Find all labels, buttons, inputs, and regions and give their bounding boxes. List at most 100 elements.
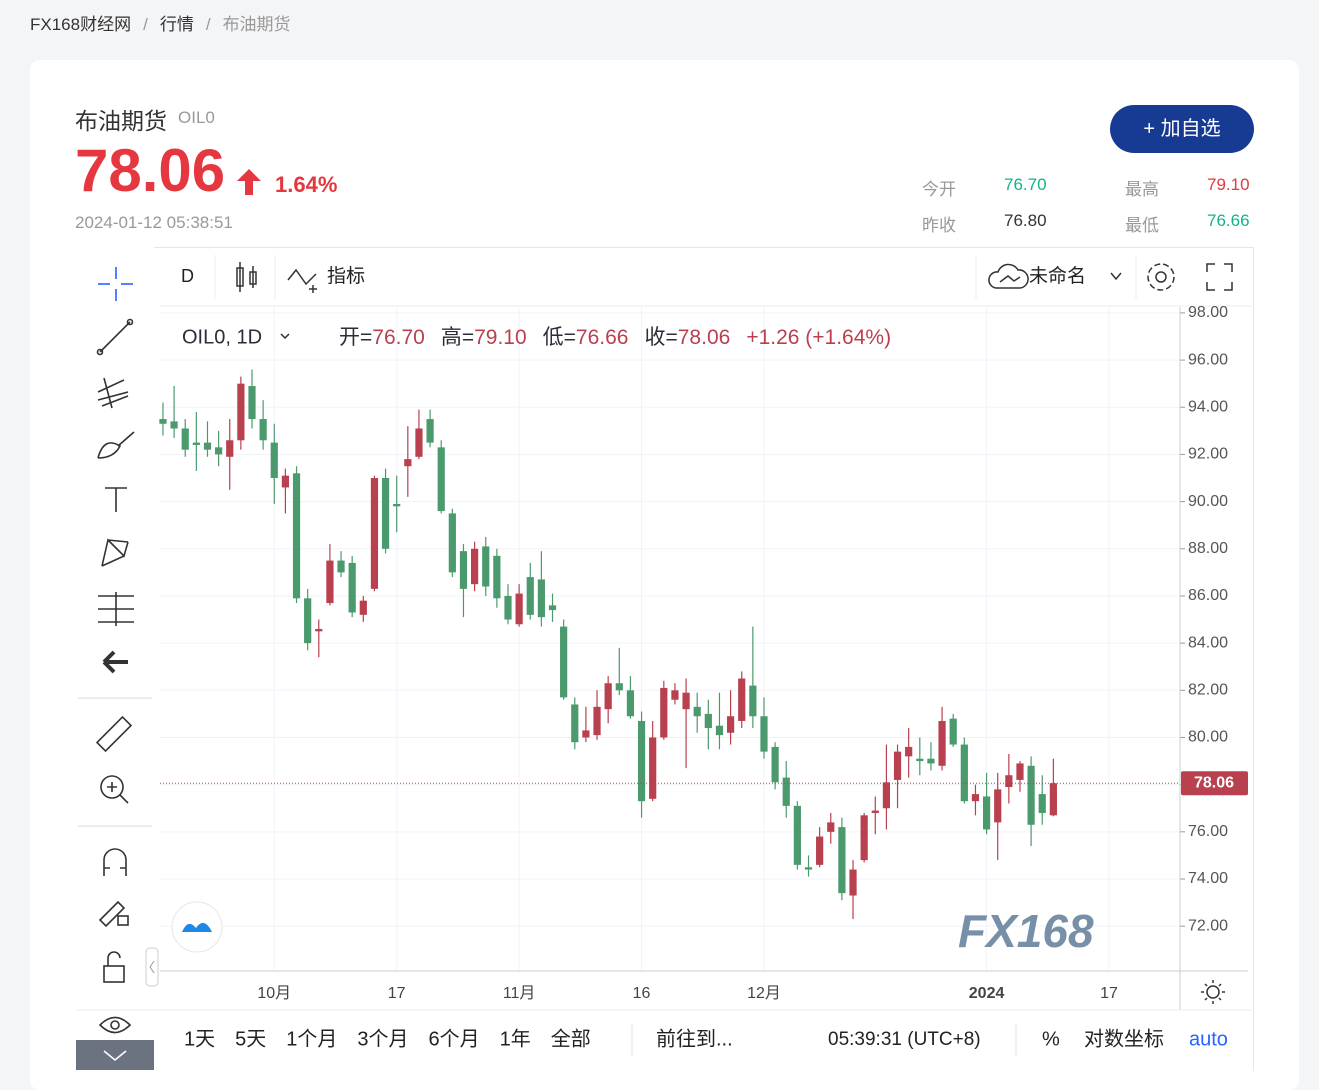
candle-body — [960, 744, 968, 802]
legend-value: 78.06 — [678, 326, 731, 349]
clock[interactable]: 05:39:31 (UTC+8) — [828, 1029, 981, 1050]
y-tick-label: 98.00 — [1188, 304, 1228, 321]
y-tick-label: 74.00 — [1188, 870, 1228, 887]
legend-label: 低= — [543, 326, 576, 349]
candle-body — [504, 595, 512, 620]
candle-body — [649, 737, 657, 799]
candle-body — [560, 626, 568, 698]
legend-label: 开= — [339, 326, 372, 349]
up-arrow — [237, 169, 261, 195]
candle-body — [437, 447, 445, 512]
stat-label: 昨收 — [922, 216, 956, 235]
legend-label: 收= — [644, 326, 677, 349]
crumb-link[interactable]: FX168财经网 — [30, 15, 132, 34]
candle-body — [971, 794, 980, 802]
candle-body — [738, 678, 746, 721]
candle-body — [782, 777, 790, 806]
stat-label: 最低 — [1125, 216, 1159, 235]
legend-change: +1.26 (+1.64%) — [746, 326, 891, 349]
candle-body — [938, 720, 946, 766]
x-tick-label: 11月 — [503, 985, 536, 1002]
candle-body — [359, 600, 367, 615]
legend-label: 高= — [441, 326, 474, 349]
candle-body — [816, 836, 824, 865]
logo-mark — [182, 922, 212, 932]
percent-toggle[interactable]: % — [1042, 1028, 1060, 1050]
x-tick-label: 10月 — [257, 985, 291, 1002]
candle-body — [871, 810, 879, 813]
range-button[interactable]: 6个月 — [429, 1027, 480, 1050]
candle-body — [849, 869, 857, 896]
range-button[interactable]: 5天 — [235, 1028, 266, 1050]
y-tick-label: 94.00 — [1188, 398, 1228, 415]
range-button[interactable]: 1天 — [184, 1028, 215, 1050]
y-tick-label: 84.00 — [1188, 634, 1228, 651]
range-button[interactable]: 1年 — [500, 1027, 531, 1050]
candle-body — [170, 421, 178, 429]
candle-body — [304, 598, 312, 644]
last-price-label: 78.06 — [1194, 774, 1234, 791]
candle-body — [292, 473, 301, 599]
candle-body — [482, 546, 490, 587]
candle-body — [838, 827, 846, 894]
candle-body — [471, 548, 479, 585]
candle-body — [749, 685, 757, 717]
candle-body — [704, 713, 712, 729]
crumb-link[interactable]: 行情 — [159, 15, 194, 34]
candle-body — [860, 815, 868, 861]
candle-body — [215, 447, 223, 455]
stat-label: 今开 — [922, 180, 956, 199]
range-button[interactable]: 3个月 — [357, 1027, 408, 1050]
y-tick-label: 80.00 — [1188, 729, 1228, 746]
candle-body — [159, 419, 167, 424]
candle-body — [515, 593, 523, 625]
goto-date[interactable]: 前往到... — [656, 1027, 733, 1050]
candle-body — [982, 796, 991, 830]
instrument-name: 布油期货 — [75, 108, 167, 134]
candle-body — [459, 551, 468, 589]
axis-settings[interactable] — [1201, 980, 1225, 1004]
candle-body — [571, 704, 579, 743]
y-tick-label: 76.00 — [1188, 823, 1228, 840]
candle-body — [259, 419, 267, 441]
candle-body — [270, 442, 278, 479]
candle-body — [1027, 765, 1035, 825]
candle-body — [994, 789, 1002, 823]
range-button[interactable]: 全部 — [551, 1027, 591, 1050]
candle-body — [448, 513, 456, 573]
candle-body — [237, 383, 245, 441]
stat-value: 79.10 — [1207, 175, 1250, 194]
candle-body — [248, 386, 256, 420]
top-toolbar — [160, 255, 1252, 307]
candle-body — [1005, 775, 1013, 788]
plot-area: 72.0074.0076.0078.0080.0082.0084.0086.00… — [159, 304, 1248, 1010]
indicators-button[interactable]: 指标 — [327, 265, 365, 287]
x-tick-label: 17 — [1100, 985, 1118, 1002]
legend-symbol[interactable]: OIL0, 1D — [182, 326, 262, 348]
add-watchlist-button[interactable]: + 加自选 — [1110, 105, 1254, 153]
candle-body — [326, 560, 334, 604]
drawing-tools — [76, 247, 159, 1070]
candle-body — [682, 692, 690, 710]
legend-value: 76.70 — [372, 326, 425, 349]
y-tick-label: 92.00 — [1188, 446, 1228, 463]
candle-body — [393, 503, 401, 507]
y-tick-label: 82.00 — [1188, 682, 1228, 699]
candle-body — [949, 718, 957, 745]
candle-body — [381, 478, 390, 549]
candle-body — [370, 478, 379, 589]
candle-body — [281, 475, 289, 488]
stat-label: 最高 — [1125, 180, 1159, 199]
candle-body — [637, 720, 646, 802]
layout-name[interactable]: 未命名 — [1029, 265, 1086, 287]
candle-body — [582, 730, 590, 738]
range-button[interactable]: 1个月 — [286, 1027, 337, 1050]
auto-toggle[interactable]: auto — [1189, 1028, 1228, 1050]
crumb-current: 布油期货 — [222, 15, 291, 34]
log-toggle[interactable]: 对数坐标 — [1084, 1027, 1164, 1050]
candle-body — [882, 782, 891, 809]
candle-body — [626, 690, 635, 717]
interval-button[interactable]: D — [181, 266, 194, 286]
